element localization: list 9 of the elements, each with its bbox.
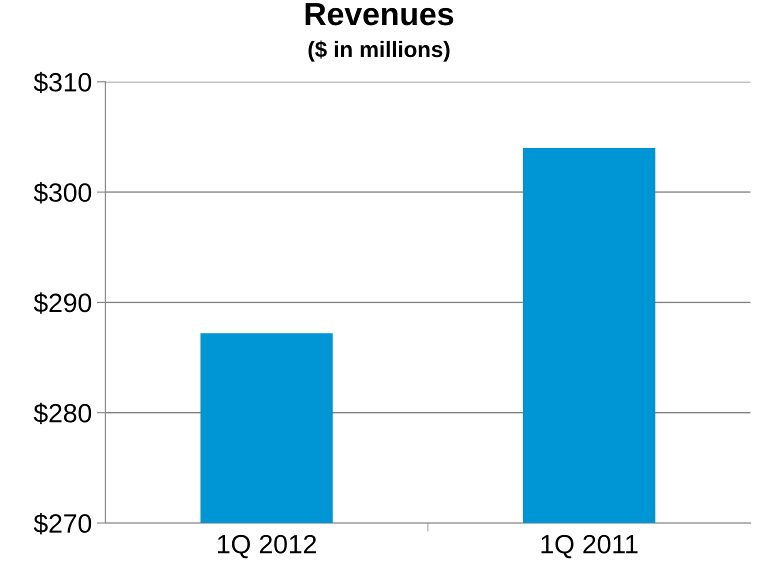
x-tick-label: 1Q 2011 [542, 534, 638, 558]
y-tick-label: $300 [34, 182, 92, 204]
y-tick-label: $310 [34, 72, 92, 94]
y-tick-label: $280 [34, 402, 92, 424]
x-tick-label: 1Q 2012 [218, 534, 316, 558]
chart-subtitle: ($ in millions) [308, 40, 450, 62]
y-tick-label: $290 [34, 292, 92, 314]
chart-title: Revenues [306, 3, 454, 26]
y-tick-label: $270 [34, 513, 92, 534]
